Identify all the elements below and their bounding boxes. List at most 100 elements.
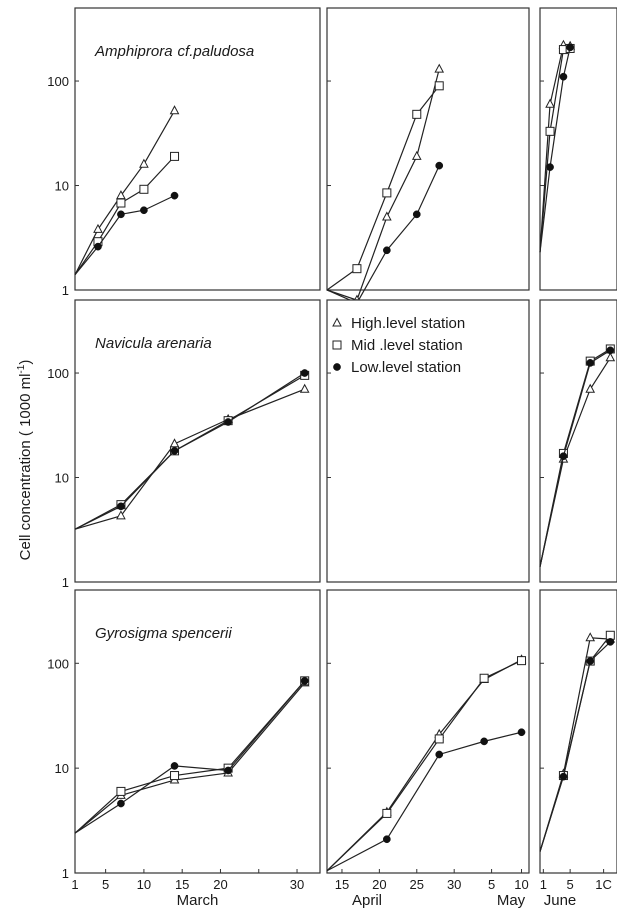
species-label: Navicula arenaria: [95, 335, 212, 352]
month-label: June: [544, 892, 577, 909]
data-point: [170, 151, 180, 161]
x-tick-label: 1: [540, 877, 547, 892]
data-point: [117, 210, 125, 219]
data-point: [479, 673, 489, 683]
data-point: [383, 246, 391, 255]
x-tick-label: 5: [567, 877, 574, 892]
data-point: [412, 109, 422, 119]
data-point: [382, 188, 392, 198]
panel-r2-c2: [326, 299, 530, 583]
data-point: [606, 638, 615, 646]
data-point: [586, 359, 595, 367]
data-point: [299, 383, 310, 393]
data-point: [382, 808, 392, 818]
data-point: [382, 211, 392, 221]
panel-r2-c3: [539, 299, 617, 583]
y-tick-label: 1: [62, 866, 69, 881]
data-point: [116, 198, 126, 208]
panel-frame: [74, 7, 321, 291]
data-point: [383, 835, 391, 844]
data-point: [117, 502, 125, 511]
panel-r2-c1: 1 10 100 Navicula arenaria: [47, 299, 321, 590]
x-tick-label: 20: [372, 877, 386, 892]
y-tick-label: 10: [55, 179, 69, 194]
data-point: [435, 161, 444, 170]
panel-frame: [539, 299, 617, 583]
data-point: [140, 206, 148, 215]
panel-r1-c2: [326, 7, 530, 307]
panel-r1-c1: 1 10 100 Amphiprora cf.paludosa: [47, 7, 321, 298]
month-label: March: [177, 892, 219, 909]
x-tick-label: 30: [290, 877, 304, 892]
y-tick-label: 10: [55, 761, 69, 776]
data-point: [480, 737, 488, 746]
x-tick-label: 15: [335, 877, 349, 892]
x-tick-label: 1: [71, 877, 78, 892]
x-tick-label: 30: [447, 877, 461, 892]
data-point: [434, 63, 445, 73]
y-tick-label: 10: [55, 471, 69, 486]
data-point: [117, 799, 125, 808]
panel-frame: [74, 589, 321, 874]
x-tick-label: 20: [213, 877, 227, 892]
data-point: [585, 632, 596, 642]
data-point: [435, 750, 444, 759]
month-label: May: [497, 892, 526, 909]
legend-item: Mid .level station: [332, 337, 463, 354]
legend-label: Low.level station: [351, 359, 461, 376]
data-point: [585, 383, 596, 393]
data-point: [300, 369, 309, 377]
data-point: [434, 81, 444, 91]
species-label: Amphiprora cf.paludosa: [94, 43, 254, 60]
panel-r3-c3: 1 5 1C June: [539, 589, 617, 909]
data-point: [412, 210, 421, 219]
panel-grid: 1 10 100 Amphiprora cf.paludosa 1 10 100 Navicul…: [47, 7, 617, 909]
data-point: [546, 163, 554, 171]
data-point: [93, 223, 103, 233]
data-point: [605, 352, 616, 362]
data-point: [300, 677, 309, 685]
data-point: [545, 126, 555, 136]
panel-frame: [539, 589, 617, 874]
series-line: [539, 349, 611, 567]
x-tick-label: 25: [410, 877, 424, 892]
panel-frame: [74, 299, 321, 583]
x-tick-label: 10: [137, 877, 151, 892]
y-tick-label: 100: [47, 74, 69, 89]
panel-frame: [326, 589, 530, 874]
data-point: [170, 771, 180, 781]
series-line: [539, 641, 611, 852]
data-point: [116, 510, 126, 520]
data-point: [545, 98, 555, 108]
data-point: [606, 346, 615, 355]
legend-marker: [332, 340, 342, 350]
legend-label: High.level station: [351, 315, 465, 332]
x-tick-label: 1C: [595, 877, 612, 892]
data-point: [116, 786, 126, 796]
month-label: April: [352, 892, 382, 909]
legend-marker: [332, 317, 342, 327]
species-label: Gyrosigma spencerii: [95, 625, 232, 642]
data-point: [517, 728, 526, 737]
data-point: [517, 656, 527, 666]
y-tick-label: 100: [47, 656, 69, 671]
data-point: [559, 772, 568, 781]
x-tick-label: 5: [488, 877, 495, 892]
series-line: [539, 47, 571, 253]
legend-item: High.level station: [332, 315, 465, 332]
legend-label: Mid .level station: [351, 337, 463, 354]
data-point: [434, 734, 444, 744]
panel-frame: [326, 299, 530, 583]
data-point: [224, 418, 232, 426]
data-point: [139, 184, 149, 194]
x-tick-label: 10: [514, 877, 528, 892]
data-point: [170, 191, 179, 200]
data-point: [224, 766, 232, 775]
data-point: [139, 158, 149, 168]
legend-item: Low.level station: [333, 359, 461, 376]
x-tick-label: 15: [175, 877, 189, 892]
y-tick-label: 1: [62, 575, 69, 590]
y-axis-title: Cell concentration ( 1000 ml-1): [16, 360, 34, 561]
